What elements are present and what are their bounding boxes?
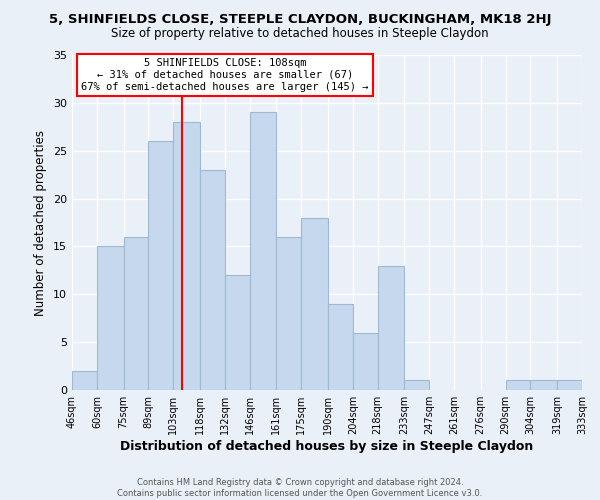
- Text: 5 SHINFIELDS CLOSE: 108sqm
← 31% of detached houses are smaller (67)
67% of semi: 5 SHINFIELDS CLOSE: 108sqm ← 31% of deta…: [81, 58, 369, 92]
- Bar: [353, 332, 377, 390]
- Bar: [301, 218, 328, 390]
- Bar: [530, 380, 557, 390]
- Bar: [377, 266, 404, 390]
- Bar: [200, 170, 225, 390]
- Bar: [250, 112, 277, 390]
- Bar: [173, 122, 200, 390]
- Text: 5, SHINFIELDS CLOSE, STEEPLE CLAYDON, BUCKINGHAM, MK18 2HJ: 5, SHINFIELDS CLOSE, STEEPLE CLAYDON, BU…: [49, 12, 551, 26]
- Bar: [97, 246, 124, 390]
- Bar: [124, 237, 148, 390]
- Y-axis label: Number of detached properties: Number of detached properties: [34, 130, 47, 316]
- Bar: [557, 380, 582, 390]
- Bar: [72, 371, 97, 390]
- X-axis label: Distribution of detached houses by size in Steeple Claydon: Distribution of detached houses by size …: [121, 440, 533, 453]
- Text: Contains HM Land Registry data © Crown copyright and database right 2024.
Contai: Contains HM Land Registry data © Crown c…: [118, 478, 482, 498]
- Bar: [277, 237, 301, 390]
- Bar: [404, 380, 429, 390]
- Bar: [328, 304, 353, 390]
- Bar: [225, 275, 250, 390]
- Text: Size of property relative to detached houses in Steeple Claydon: Size of property relative to detached ho…: [111, 28, 489, 40]
- Bar: [506, 380, 530, 390]
- Bar: [148, 141, 173, 390]
